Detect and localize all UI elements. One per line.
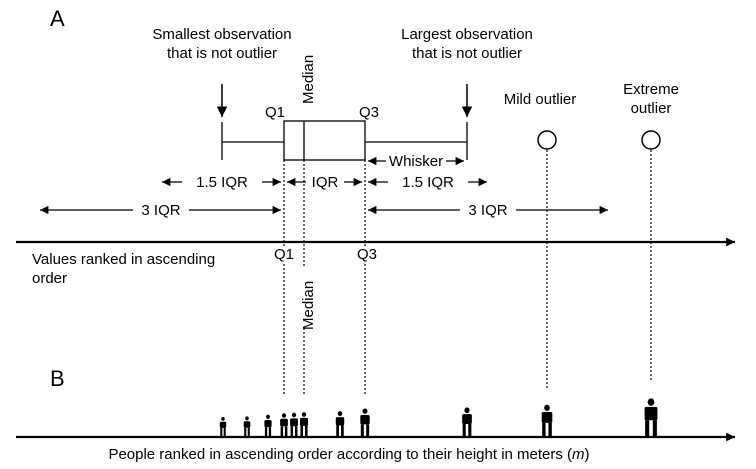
person-figure	[360, 408, 370, 436]
person-figure	[299, 412, 309, 436]
person-figure	[644, 398, 658, 436]
people-group	[219, 398, 658, 436]
caption-unit: m	[572, 446, 585, 463]
iqr-1-5-right-label: 1.5 IQR	[402, 174, 454, 191]
values-axis-caption: Values ranked in ascending	[32, 251, 215, 268]
person-figure	[243, 416, 251, 436]
extreme-outlier-label-2: outlier	[631, 100, 672, 117]
person-figure	[541, 404, 553, 436]
smallest-observation-label: Smallest observation	[152, 26, 291, 43]
extreme-outlier-marker	[641, 130, 661, 150]
mild-outlier-label: Mild outlier	[504, 91, 577, 108]
mild-outlier-marker	[537, 130, 557, 150]
person-figure	[290, 412, 298, 436]
largest-observation-label: Largest observation	[401, 26, 533, 43]
person-figure	[264, 414, 272, 436]
q3-axis-label: Q3	[357, 246, 377, 263]
person-figure	[335, 411, 345, 436]
values-axis-caption-2: order	[32, 270, 67, 287]
q3-box-label: Q3	[359, 104, 379, 121]
median-box-label: Median	[300, 55, 317, 104]
iqr-label: IQR	[312, 174, 339, 191]
iqr-3-left-label: 3 IQR	[141, 202, 180, 219]
smallest-observation-label-2: that is not outlier	[167, 45, 277, 62]
iqr-3-right-label: 3 IQR	[468, 202, 507, 219]
median-axis-label: Median	[300, 281, 317, 330]
iqr-box	[283, 120, 366, 161]
largest-observation-label-2: that is not outlier	[412, 45, 522, 62]
panel-b-label: B	[50, 366, 65, 391]
whisker-span-label: Whisker	[389, 153, 443, 170]
extreme-outlier-label: Extreme	[623, 81, 679, 98]
panel-a-label: A	[50, 6, 65, 31]
q1-box-label: Q1	[265, 104, 285, 121]
people-axis-caption: People ranked in ascending order accordi…	[108, 446, 589, 463]
person-figure	[219, 416, 227, 436]
person-figure	[462, 407, 472, 436]
iqr-1-5-left-label: 1.5 IQR	[196, 174, 248, 191]
q1-axis-label: Q1	[274, 246, 294, 263]
caption-prefix: People ranked in ascending order accordi…	[108, 446, 572, 463]
caption-suffix: )	[585, 446, 590, 463]
person-figure	[280, 413, 288, 436]
